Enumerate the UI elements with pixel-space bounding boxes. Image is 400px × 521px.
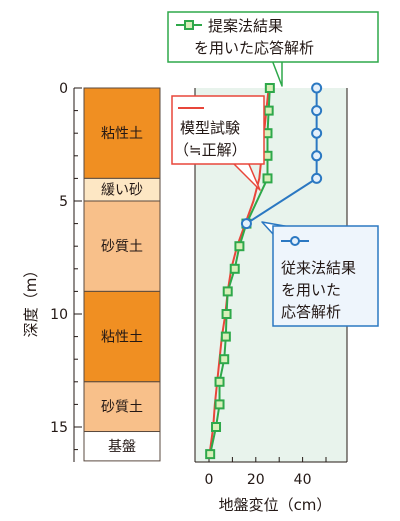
soil-layer-label: 基盤: [108, 438, 136, 455]
x-tick-label: 0: [205, 472, 214, 488]
series-layer: [205, 82, 323, 460]
callout-conventional-method: 従来法結果 を用いた 応答解析: [261, 221, 379, 327]
series-point: [311, 127, 323, 139]
callout-red-line2: （≒正解）: [174, 141, 247, 159]
callout-red-line1: 模型試験: [180, 119, 240, 137]
series-point: [311, 105, 323, 117]
series-point: [214, 399, 225, 410]
x-tick-label: 40: [294, 472, 312, 488]
callout-green-line2: を用いた応答解析: [194, 39, 314, 57]
soil-layer-label: 緩い砂: [101, 183, 143, 199]
soil-layer-label: 粘性土: [101, 330, 143, 346]
series-point: [221, 309, 232, 319]
depth-tick-label: 15: [50, 420, 68, 436]
soil-layer: [83, 290, 161, 383]
x-axis-label: 地盤変位（cm）: [219, 496, 332, 514]
series-point: [311, 172, 323, 184]
soil-layer-label: 砂質土: [101, 400, 143, 416]
legend-marker-green: [184, 20, 194, 30]
series-point: [263, 105, 274, 116]
y-axis-label: 深度（m）: [22, 263, 40, 338]
series-point: [205, 449, 216, 460]
legend-marker-blue: [290, 236, 300, 246]
series-point: [311, 82, 323, 94]
depth-tick-label: 10: [50, 307, 68, 323]
series-point: [311, 150, 323, 162]
series-point: [214, 376, 225, 387]
soil-layer: [83, 431, 161, 462]
series-point: [219, 354, 230, 365]
callout-blue-line3: 応答解析: [281, 303, 341, 321]
depth-axis: 0 5 10 15: [50, 81, 82, 462]
series-point: [220, 331, 231, 342]
series-point: [234, 241, 245, 252]
soil-layer-label: 砂質土: [101, 239, 143, 255]
x-tick-label: 20: [247, 472, 265, 488]
series-point: [222, 286, 233, 297]
depth-tick-label: 0: [59, 81, 68, 97]
series-point: [229, 263, 240, 274]
callout-proposed-method: 提案法結果 を用いた応答解析: [167, 11, 379, 87]
callout-blue-line1: 従来法結果: [281, 259, 356, 277]
series-point: [211, 422, 222, 432]
callout-box-green: [167, 11, 379, 63]
series-point: [264, 83, 275, 93]
series-point: [262, 173, 273, 184]
series-line: [209, 87, 271, 455]
depth-tick-label: 5: [59, 194, 68, 210]
soil-layer: [83, 87, 161, 179]
soil-layer: [83, 200, 161, 292]
callout-model-test: 模型試験 （≒正解）: [171, 95, 265, 191]
callout-pointer-green: [271, 59, 283, 87]
callout-green-line1: 提案法結果: [208, 17, 283, 35]
soil-layer-label: 粘性土: [101, 126, 143, 142]
series-point: [240, 218, 252, 230]
callout-blue-line2: を用いた: [281, 281, 341, 299]
